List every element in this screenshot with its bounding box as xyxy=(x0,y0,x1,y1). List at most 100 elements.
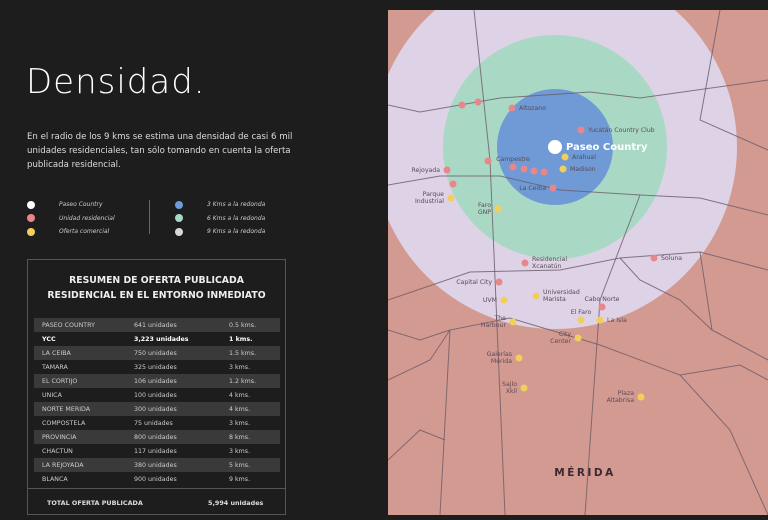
description: En el radio de los 9 kms se estima una d… xyxy=(27,132,293,170)
development-name: LA REJOYADA xyxy=(42,461,84,469)
commercial-label: Faro GNP xyxy=(478,202,491,216)
road xyxy=(388,329,451,341)
development-name: EL CORTIJO xyxy=(42,377,78,385)
commercial-marker xyxy=(515,354,523,362)
commercial-marker xyxy=(574,334,582,342)
legend-item: Unidad residencial xyxy=(27,212,115,226)
residential-label: Yucatán Country Club xyxy=(587,126,655,134)
residential-marker xyxy=(650,254,658,262)
residential-marker xyxy=(521,259,529,267)
table-row: YCC 3,223 unidades 1 kms. xyxy=(34,332,280,346)
residential-label: Altozano xyxy=(519,105,546,112)
legend-item: 9 Kms a la redonda xyxy=(175,225,265,239)
commercial-marker xyxy=(577,316,585,324)
commercial-label: El Faro xyxy=(571,309,592,316)
road xyxy=(584,194,641,515)
commercial-marker xyxy=(447,194,455,202)
development-name: YCC xyxy=(42,335,56,343)
paseo-country-marker xyxy=(548,140,562,154)
residential-marker xyxy=(449,180,457,188)
legend-label: 9 Kms a la redonda xyxy=(207,228,266,236)
table-row: CHACTUN 117 unidades 3 kms. xyxy=(34,444,280,458)
commercial-label: Madison xyxy=(570,166,596,173)
commercial-marker xyxy=(500,296,508,304)
density-map: Altozano Yucatán Country Club Campestre Rej… xyxy=(388,10,768,515)
distance: 1.2 kms. xyxy=(229,377,257,385)
legend-rings: 3 Kms a la redonda 6 Kms a la redonda 9 … xyxy=(175,198,265,239)
units: 75 unidades xyxy=(134,419,173,427)
commercial-marker xyxy=(637,393,645,401)
distance: 1.5 kms. xyxy=(229,349,257,357)
table-row: LA REJOYADA 380 unidades 5 kms. xyxy=(34,458,280,472)
road xyxy=(388,429,446,461)
road xyxy=(388,329,451,381)
units: 750 unidades xyxy=(134,349,177,357)
commercial-label: The Harbour xyxy=(481,315,507,329)
legend-label: Unidad residencial xyxy=(59,214,115,222)
commercial-label: UVM xyxy=(483,297,497,304)
development-name: PROVINCIA xyxy=(42,433,77,441)
units: 380 unidades xyxy=(134,461,177,469)
residential-label: Cabo Norte xyxy=(585,296,620,303)
legend-item: Oferta comercial xyxy=(27,225,115,239)
distance: 4 kms. xyxy=(229,405,251,413)
residential-marker xyxy=(549,184,557,192)
units: 106 unidades xyxy=(134,377,177,385)
road xyxy=(388,175,768,216)
table-row: UNICA 100 unidades 4 kms. xyxy=(34,388,280,402)
development-name: PASEO COUNTRY xyxy=(42,321,95,329)
development-name: COMPOSTELA xyxy=(42,419,86,427)
units: 117 unidades xyxy=(134,447,177,455)
residential-marker xyxy=(484,157,492,165)
residential-label: Campestre xyxy=(496,156,530,163)
units: 100 unidades xyxy=(134,391,177,399)
road xyxy=(679,364,768,381)
green-dot-icon xyxy=(175,214,183,223)
table-row: NORTE MERIDA 300 unidades 4 kms. xyxy=(34,402,280,416)
road xyxy=(699,10,768,151)
commercial-label: Plaza Altabrisa xyxy=(607,390,635,404)
development-name: UNICA xyxy=(42,391,62,399)
road xyxy=(388,79,768,113)
legend-item: Paseo Country xyxy=(27,198,115,212)
distance: 3 kms. xyxy=(229,447,251,455)
table-title: RESUMEN DE OFERTA PUBLICADA RESIDENCIAL … xyxy=(28,273,285,303)
commercial-label: Arahual xyxy=(572,154,596,161)
commercial-marker xyxy=(532,292,540,300)
residential-marker xyxy=(474,98,482,106)
residential-marker xyxy=(540,168,548,176)
distance: 4 kms. xyxy=(229,391,251,399)
distance: 0.5 kms. xyxy=(229,321,257,329)
paseo-country-label: Paseo Country xyxy=(566,142,648,153)
units: 300 unidades xyxy=(134,405,177,413)
residential-marker xyxy=(598,303,606,311)
residential-marker xyxy=(530,167,538,175)
commercial-marker xyxy=(596,316,604,324)
page-title: Densidad. xyxy=(26,62,206,102)
residential-label: Capital City xyxy=(456,279,492,286)
white-dot-icon xyxy=(27,200,35,209)
distance: 5 kms. xyxy=(229,461,251,469)
summary-table: RESUMEN DE OFERTA PUBLICADA RESIDENCIAL … xyxy=(27,259,286,515)
table-row: TAMARA 325 unidades 3 kms. xyxy=(34,360,280,374)
units: 900 unidades xyxy=(134,475,177,483)
blue-dot-icon xyxy=(175,200,183,209)
residential-marker xyxy=(495,278,503,286)
commercial-label: Universidad Marista xyxy=(543,289,580,303)
legend-label: Oferta comercial xyxy=(59,228,110,236)
units: 3,223 unidades xyxy=(134,335,189,343)
yellow-dot-icon xyxy=(27,227,35,236)
table-row: PASEO COUNTRY 641 unidades 0.5 kms. xyxy=(34,318,280,332)
units: 641 unidades xyxy=(134,321,177,329)
distance: 9 kms. xyxy=(229,475,251,483)
total-value: 5,994 unidades xyxy=(208,498,264,507)
distance: 8 kms. xyxy=(229,433,251,441)
legend-divider xyxy=(149,200,150,234)
distance: 3 kms. xyxy=(229,419,251,427)
table-title-line: RESIDENCIAL EN EL ENTORNO INMEDIATO xyxy=(47,290,266,301)
residential-label: Soluna xyxy=(661,255,682,262)
units: 800 unidades xyxy=(134,433,177,441)
commercial-label: Galerías Mérida xyxy=(487,350,513,365)
table-total-row: TOTAL OFERTA PUBLICADA 5,994 unidades xyxy=(28,488,285,516)
total-label: TOTAL OFERTA PUBLICADA xyxy=(47,498,143,507)
